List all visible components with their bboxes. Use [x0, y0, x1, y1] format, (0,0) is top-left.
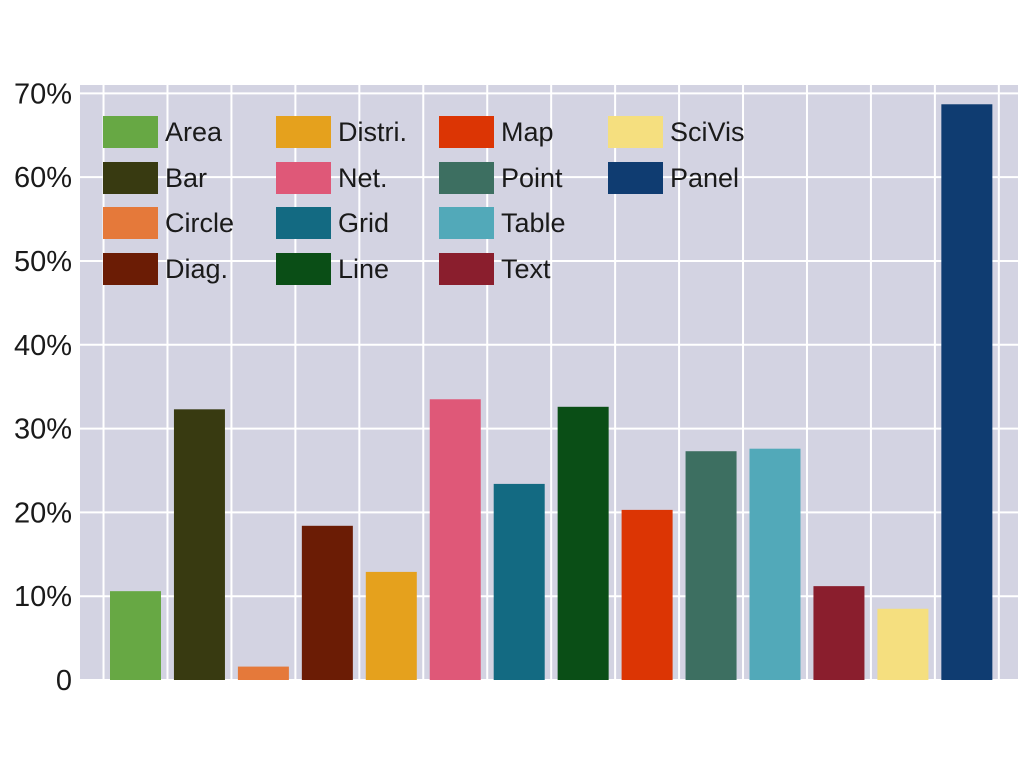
legend-swatch [103, 116, 158, 148]
legend: Area Bar Circle Diag. Distri. Net. Grid Line Map… [103, 116, 745, 285]
legend-label: SciVis [670, 117, 745, 147]
legend-label: Text [501, 254, 551, 284]
bar-diag [301, 525, 353, 680]
bar-point [685, 451, 737, 680]
bar-line [557, 406, 609, 680]
y-axis-ticks: 0 10% 20% 30% 40% 50% 60% 70% [14, 78, 72, 697]
bar-distri [365, 571, 417, 680]
legend-swatch [608, 116, 663, 148]
legend-label: Map [501, 117, 554, 147]
legend-swatch [439, 207, 494, 239]
bar-scivis [877, 608, 929, 680]
legend-swatch [103, 253, 158, 285]
legend-swatch [276, 207, 331, 239]
y-tick-label: 20% [14, 497, 72, 529]
plot-background [80, 85, 1018, 680]
bar-net [429, 399, 481, 680]
bar-map [621, 509, 673, 680]
legend-label: Grid [338, 208, 389, 238]
legend-label: Table [501, 208, 566, 238]
legend-swatch [276, 116, 331, 148]
bar-panel [941, 104, 993, 680]
legend-label: Line [338, 254, 389, 284]
bars [110, 104, 993, 680]
legend-label: Panel [670, 163, 739, 193]
legend-label: Net. [338, 163, 388, 193]
legend-label: Circle [165, 208, 234, 238]
y-tick-label: 70% [14, 78, 72, 110]
legend-swatch [276, 253, 331, 285]
bar-table [749, 448, 801, 680]
bar-circle [237, 666, 289, 680]
legend-label: Bar [165, 163, 207, 193]
bar-bar [173, 409, 225, 680]
bar-text [813, 586, 865, 680]
bar-area [110, 591, 161, 680]
legend-swatch [439, 116, 494, 148]
y-tick-label: 10% [14, 581, 72, 613]
legend-swatch [276, 162, 331, 194]
legend-swatch [103, 162, 158, 194]
legend-swatch [439, 162, 494, 194]
legend-label: Distri. [338, 117, 407, 147]
y-tick-label: 40% [14, 330, 72, 362]
y-tick-label: 30% [14, 414, 72, 446]
legend-swatch [103, 207, 158, 239]
legend-label: Point [501, 163, 563, 193]
legend-label: Area [165, 117, 223, 147]
legend-swatch [608, 162, 663, 194]
y-tick-label: 50% [14, 246, 72, 278]
legend-label: Diag. [165, 254, 228, 284]
bar-grid [493, 483, 545, 680]
y-tick-label: 0 [56, 665, 72, 697]
y-tick-label: 60% [14, 162, 72, 194]
legend-swatch [439, 253, 494, 285]
